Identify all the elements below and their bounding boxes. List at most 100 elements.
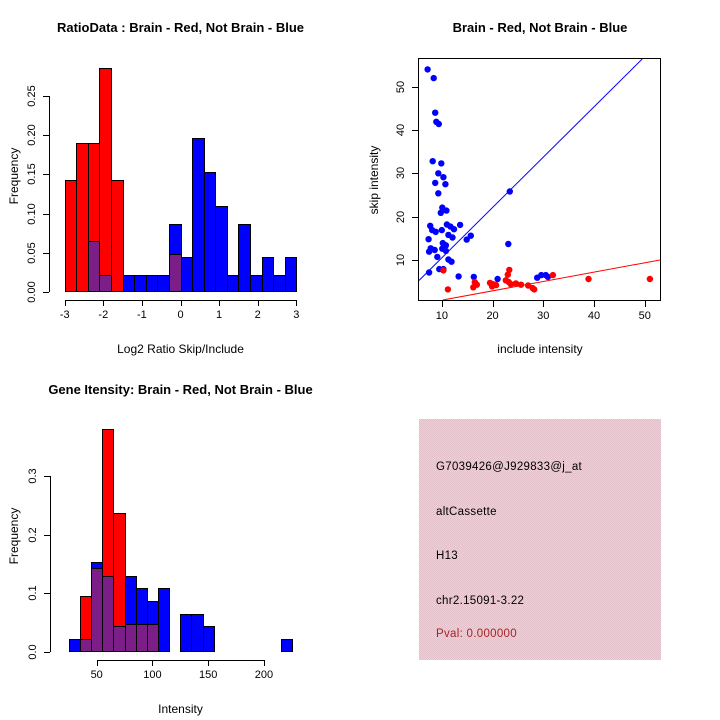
scatter-point-not-brain-blue <box>438 226 445 234</box>
scatter-point-not-brain-blue <box>455 273 462 280</box>
y-tick-label: 0.1 <box>27 585 39 602</box>
scatter-point-not-brain-blue <box>450 226 458 233</box>
y-tick-label: 0.3 <box>27 468 39 484</box>
x-tick <box>296 300 298 306</box>
hist-bar-not-brain-blue <box>238 224 251 292</box>
x-tick-label: 100 <box>143 669 162 681</box>
y-tick-label: 0.15 <box>26 163 38 186</box>
info-pvalue: Pval: 0.000000 <box>436 628 517 640</box>
y-tick-label: 30 <box>395 167 407 180</box>
scatter-point-not-brain-blue <box>430 74 437 82</box>
info-locus: chr2.15091-3.22 <box>436 595 525 607</box>
y-tick <box>43 174 49 176</box>
y-tick <box>412 259 418 261</box>
scatter-point-not-brain-blue <box>432 228 439 235</box>
hist-bar-not-brain-blue <box>262 257 274 292</box>
info-sample-id: H13 <box>436 550 458 562</box>
hist-bar-overlap-purple <box>99 275 112 292</box>
x-tick-label: 0 <box>177 309 184 321</box>
scatter-point-not-brain-blue <box>425 269 433 276</box>
x-tick-label: 200 <box>254 669 274 681</box>
x-tick <box>492 301 494 307</box>
x-tick <box>644 301 646 307</box>
scatter-point-brain-red <box>531 286 538 293</box>
scatter-point-brain-red <box>512 280 520 287</box>
y-tick <box>44 476 50 478</box>
scatter-point-not-brain-blue <box>435 190 442 197</box>
x-tick-label: 10 <box>435 310 448 322</box>
y-tick <box>412 86 418 88</box>
scatter-point-brain-red <box>549 271 557 279</box>
y-tick <box>43 95 49 97</box>
scatter-point-brain-red <box>470 284 477 291</box>
x-tick <box>180 300 182 306</box>
hist-bar-overlap-purple <box>169 254 182 292</box>
scatter-point-not-brain-blue <box>424 66 431 73</box>
x-tick-label: 150 <box>199 669 218 681</box>
y-tick-label: 0.2 <box>27 527 39 543</box>
scatter-point-not-brain-blue <box>506 188 513 195</box>
scatter-point-not-brain-blue <box>431 246 438 254</box>
y-tick <box>43 135 49 137</box>
y-tick-label: 0.00 <box>26 281 38 303</box>
x-tick-label: -3 <box>59 309 70 321</box>
scatter-point-not-brain-blue <box>443 207 450 214</box>
x-tick <box>96 660 98 666</box>
y-tick <box>44 534 50 536</box>
scatter-point-not-brain-blue <box>435 120 442 128</box>
scatter-point-not-brain-blue <box>463 236 470 243</box>
hist-bar-overlap-purple <box>102 576 114 652</box>
info-box: G7039426@J929833@j_at altCassette H13 ch… <box>419 419 661 660</box>
ratio-hist-ylabel: Frequency <box>7 147 21 205</box>
gene-hist-title: Gene Itensity: Brain - Red, Not Brain - … <box>48 382 313 397</box>
scatter-point-not-brain-blue <box>467 232 474 239</box>
x-tick <box>103 300 105 306</box>
blue-fit-line <box>418 58 643 281</box>
scatter-point-not-brain-blue <box>505 240 512 248</box>
x-tick <box>64 300 66 306</box>
scatter-point-brain-red <box>506 266 513 274</box>
scatter-point-brain-red <box>488 283 496 290</box>
y-tick-label: 0.10 <box>26 202 38 225</box>
info-probe-id: G7039426@J929833@j_at <box>436 461 583 473</box>
x-tick <box>441 301 443 307</box>
x-tick <box>152 660 154 666</box>
y-tick-label: 0.05 <box>26 242 38 264</box>
y-tick <box>43 252 49 254</box>
hist-bar-brain-red <box>111 180 124 292</box>
y-axis-line <box>49 95 50 292</box>
y-tick-label: 0.0 <box>27 644 39 660</box>
scatter-ylabel: skip intensity <box>367 145 381 215</box>
y-tick-label: 40 <box>395 123 407 137</box>
y-tick-label: 0.20 <box>26 124 38 146</box>
scatter-point-not-brain-blue <box>437 209 444 216</box>
x-axis-line <box>96 660 264 661</box>
scatter-point-not-brain-blue <box>449 234 456 241</box>
x-tick-label: -1 <box>137 309 147 321</box>
hist-bar-overlap-purple <box>88 241 100 292</box>
scatter-plot-box <box>418 58 661 301</box>
ratio-hist-xlabel: Log2 Ratio Skip/Include <box>117 342 244 356</box>
y-tick <box>412 130 418 132</box>
x-tick-label: 40 <box>587 310 601 322</box>
scatter-point-not-brain-blue <box>494 275 501 283</box>
y-tick <box>44 652 50 653</box>
x-tick-label: 1 <box>216 309 223 321</box>
scatter-points-layer <box>418 58 661 301</box>
hist-bar-overlap-purple <box>147 624 159 652</box>
scatter-point-brain-red <box>507 281 514 288</box>
scatter-point-brain-red <box>585 275 592 283</box>
scatter-point-not-brain-blue <box>438 160 445 167</box>
x-tick <box>594 301 596 307</box>
scatter-title: Brain - Red, Not Brain - Blue <box>452 20 628 35</box>
scatter-point-not-brain-blue <box>432 109 439 116</box>
x-tick <box>219 300 221 306</box>
y-axis-line <box>50 476 51 652</box>
scatter-point-not-brain-blue <box>544 273 552 281</box>
x-tick <box>141 300 143 306</box>
gene-hist-xlabel: Intensity <box>158 702 203 716</box>
y-tick <box>44 593 50 595</box>
scatter-point-not-brain-blue <box>435 170 442 177</box>
scatter-point-not-brain-blue <box>429 158 436 165</box>
